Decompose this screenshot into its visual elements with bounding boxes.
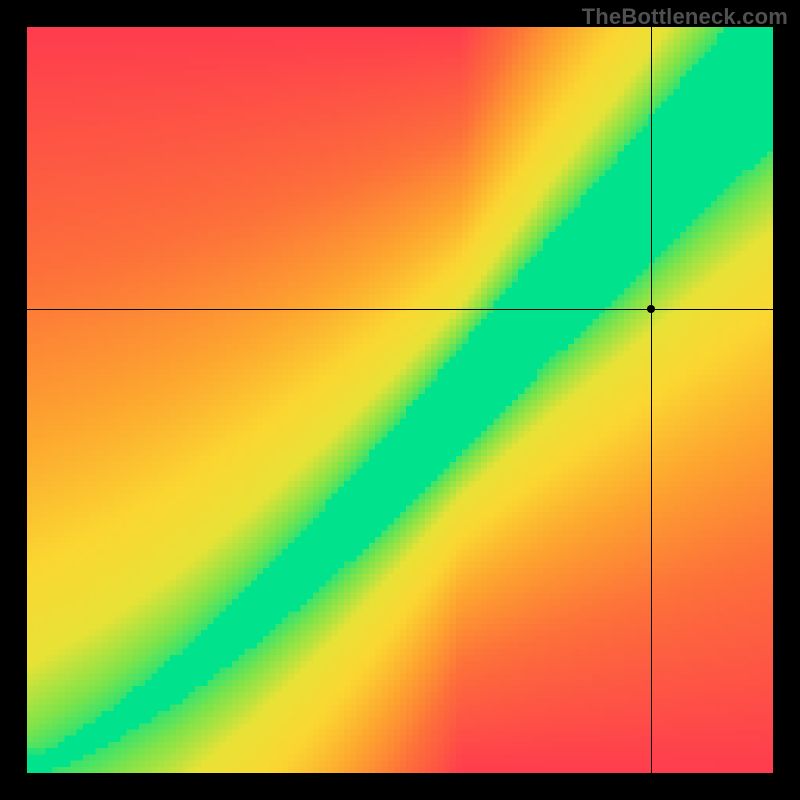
- heatmap-canvas: [27, 27, 773, 773]
- selection-marker-dot: [647, 305, 655, 313]
- bottleneck-heatmap: [27, 27, 773, 773]
- watermark-text: TheBottleneck.com: [582, 4, 788, 30]
- crosshair-vertical: [651, 27, 652, 773]
- crosshair-horizontal: [27, 309, 773, 310]
